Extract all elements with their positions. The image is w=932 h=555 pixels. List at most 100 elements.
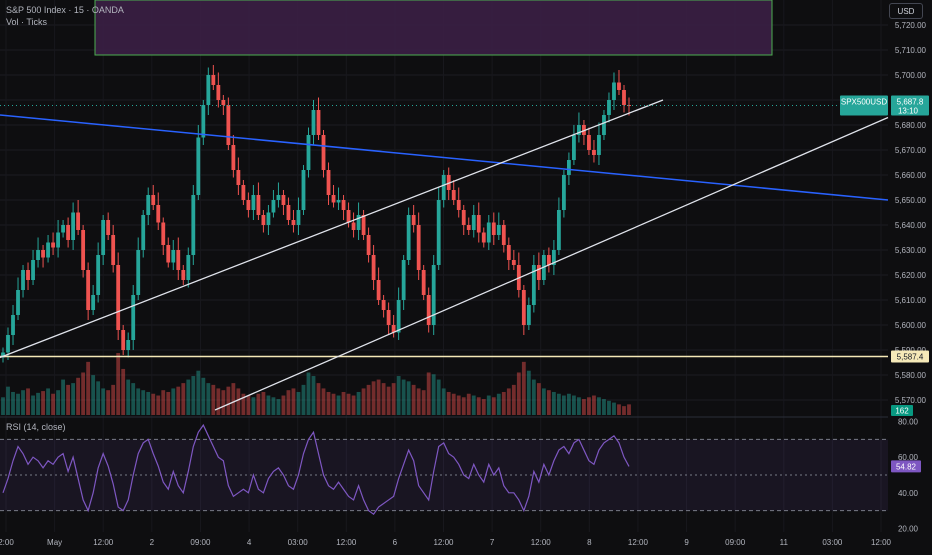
volume-bar xyxy=(572,395,576,415)
volume-bar xyxy=(351,395,356,415)
candle-body xyxy=(131,295,136,340)
volume-bar xyxy=(496,393,501,415)
price-tick-label: 5,670.00 xyxy=(895,146,927,155)
candle-body xyxy=(166,245,171,263)
volume-bar xyxy=(71,383,76,415)
volume-bar xyxy=(61,379,66,415)
price-tick-label: 5,620.00 xyxy=(895,271,927,280)
candle-body xyxy=(526,305,531,325)
rsi-label[interactable]: RSI (14, close) xyxy=(6,422,66,432)
candle-body xyxy=(246,200,251,210)
price-labels: SPX500USD 5,687.813:10 5,587.4 162 54.82 xyxy=(840,95,929,473)
volume-bar xyxy=(436,379,441,415)
volume-bar xyxy=(21,390,25,415)
candle-body xyxy=(231,145,236,170)
volume-bar xyxy=(181,383,186,415)
candle-body xyxy=(196,137,201,195)
candle-body xyxy=(11,315,15,335)
price-tick-label: 5,630.00 xyxy=(895,246,927,255)
volume-bar xyxy=(587,397,591,415)
volume-bar xyxy=(471,395,476,415)
price-tick-label: 5,700.00 xyxy=(895,71,927,80)
candle-body xyxy=(617,82,621,90)
candle-body xyxy=(546,255,551,265)
volume-bar xyxy=(366,384,371,415)
volume-bar xyxy=(341,391,346,415)
volume-bar xyxy=(592,395,596,415)
rsi-pane[interactable] xyxy=(0,423,888,516)
time-axis[interactable]: 2:00 May 12:00 2 09:00 4 03:00 12:00 6 12:00 7 12:0… xyxy=(0,538,892,547)
candle-body xyxy=(326,170,331,195)
time-tick-label: May xyxy=(47,538,62,547)
volume-bar xyxy=(336,395,341,415)
candle-body xyxy=(501,225,506,245)
resistance-box[interactable] xyxy=(94,0,773,56)
last-price-tag-bg xyxy=(891,95,929,116)
volume-label[interactable]: Vol · Ticks xyxy=(6,17,48,27)
candle-body xyxy=(151,195,156,205)
volume-bar xyxy=(602,399,606,415)
candle-body xyxy=(306,135,311,170)
volume-bar xyxy=(431,374,436,415)
volume-bar xyxy=(106,390,111,415)
candle-body xyxy=(111,235,116,265)
candle-body xyxy=(386,310,391,325)
currency-button[interactable]: USD xyxy=(889,3,923,19)
candle-body xyxy=(597,135,601,155)
candle-body xyxy=(572,135,576,160)
volume-bar xyxy=(246,395,251,415)
candle-body xyxy=(271,200,276,213)
candle-body xyxy=(286,205,291,220)
rsi-tag: 54.82 xyxy=(896,462,917,471)
rsi-line xyxy=(2,423,630,516)
candle-body xyxy=(511,260,516,265)
candle-body xyxy=(226,105,231,145)
time-tick-label: 09:00 xyxy=(725,538,746,547)
rsi-tick-label: 20.00 xyxy=(898,524,919,533)
candle-body xyxy=(396,300,401,333)
volume-bar xyxy=(441,388,446,415)
candle-body xyxy=(521,290,526,325)
volume-bar xyxy=(296,391,301,415)
volume-bar xyxy=(391,383,396,415)
volume-bar xyxy=(361,388,366,415)
volume-bar xyxy=(186,379,191,415)
time-tick-label: 8 xyxy=(587,538,592,547)
candle-body xyxy=(556,210,561,250)
time-tick-label: 03:00 xyxy=(822,538,843,547)
volume-bar xyxy=(501,391,506,415)
volume-bar xyxy=(612,402,616,415)
volume-bar xyxy=(566,393,571,415)
trendlines[interactable] xyxy=(0,99,889,411)
volume-bar xyxy=(201,377,206,415)
candle-body xyxy=(356,215,361,230)
candle-body xyxy=(56,232,60,248)
candle-body xyxy=(191,195,196,255)
candle-body xyxy=(561,175,566,210)
volume-bar xyxy=(216,388,221,415)
volume-bar xyxy=(236,388,241,415)
candle-body xyxy=(456,200,461,210)
volume-bar xyxy=(81,372,86,415)
candle-body xyxy=(406,215,411,260)
volume-bar xyxy=(406,381,411,415)
volume-bar xyxy=(531,379,536,415)
symbol-title[interactable]: S&P 500 Index · 15 · OANDA xyxy=(6,5,124,15)
volume-bar xyxy=(116,353,121,415)
candle-body xyxy=(391,325,396,333)
candle-body xyxy=(41,250,45,258)
volume-bar xyxy=(376,379,381,415)
candle-body xyxy=(6,335,10,353)
volume-bar xyxy=(622,406,626,415)
volume-bar xyxy=(26,388,30,415)
volume-bar xyxy=(46,388,50,415)
candle-body xyxy=(496,225,501,235)
candle-body xyxy=(266,212,271,225)
price-tick-label: 5,600.00 xyxy=(895,321,927,330)
price-tick-label: 5,580.00 xyxy=(895,371,927,380)
resistance-box-rect xyxy=(94,0,773,56)
candle-body xyxy=(366,235,371,255)
volume-bar xyxy=(491,397,496,415)
